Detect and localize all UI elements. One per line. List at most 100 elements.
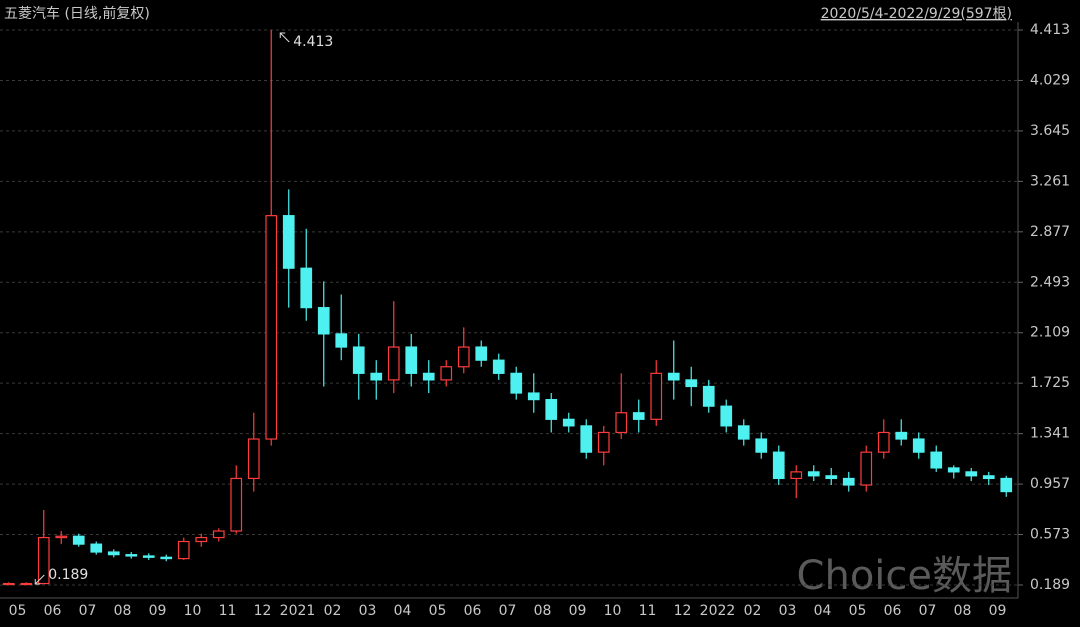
x-tick-label: 2021 — [280, 603, 316, 619]
candle-body — [212, 530, 225, 539]
candle-body — [562, 418, 575, 427]
y-tick-label: 3.261 — [1030, 173, 1070, 189]
x-tick-label: 08 — [114, 603, 132, 619]
candle-body — [912, 438, 925, 453]
candle-body — [1000, 477, 1013, 493]
candle-body — [667, 372, 680, 381]
x-tick-label: 03 — [779, 603, 797, 619]
x-tick-label: 04 — [394, 603, 412, 619]
x-tick-label: 02 — [744, 603, 762, 619]
min-arrow — [34, 574, 45, 585]
y-tick-label: 1.341 — [1030, 426, 1070, 442]
x-tick-label: 11 — [639, 603, 657, 619]
y-tick-label: 2.877 — [1030, 224, 1070, 240]
candle-body — [160, 556, 173, 560]
date-range: 2020/5/4-2022/9/29(597根) — [821, 6, 1012, 22]
max-arrow — [279, 32, 290, 43]
x-tick-label: 06 — [464, 603, 482, 619]
candle-body — [457, 346, 470, 368]
candle-body — [2, 582, 15, 586]
x-tick-label: 04 — [814, 603, 832, 619]
candle-body — [195, 536, 208, 543]
candle-body — [755, 438, 768, 453]
candle-body — [650, 372, 663, 420]
x-tick-label: 07 — [919, 603, 937, 619]
candle-body — [895, 431, 908, 440]
candle-body — [842, 477, 855, 486]
candle-body — [790, 471, 803, 480]
x-tick-label: 09 — [569, 603, 587, 619]
candle-body — [107, 551, 120, 556]
candle-body — [72, 535, 85, 545]
candle-body — [55, 535, 68, 539]
candle-body — [142, 555, 155, 558]
candle-body — [807, 471, 820, 477]
y-tick-label: 0.573 — [1030, 527, 1070, 543]
candle-body — [877, 431, 890, 453]
min-arrow-head — [34, 579, 41, 585]
candle-body — [352, 346, 365, 374]
candle-body — [860, 451, 873, 486]
candle-body — [772, 451, 785, 480]
y-tick-label: 1.725 — [1030, 375, 1070, 391]
x-tick-label: 02 — [324, 603, 342, 619]
x-tick-label: 07 — [79, 603, 97, 619]
candle-body — [947, 467, 960, 473]
candle-body — [737, 425, 750, 440]
y-tick-label: 0.189 — [1030, 577, 1070, 593]
candle-body — [982, 475, 995, 480]
x-tick-label: 11 — [219, 603, 237, 619]
candle-body — [825, 475, 838, 480]
y-tick-label: 2.493 — [1030, 274, 1070, 290]
candle-body — [282, 215, 295, 269]
candle-body — [632, 412, 645, 420]
candle-body — [527, 392, 540, 401]
candle-body — [720, 405, 733, 427]
candle-body — [685, 379, 698, 388]
candle-body — [545, 399, 558, 420]
candle-body — [475, 346, 488, 361]
candle-body — [597, 431, 610, 453]
x-tick-label: 12 — [674, 603, 692, 619]
candle-body — [230, 477, 243, 532]
x-tick-label: 10 — [184, 603, 202, 619]
x-tick-label: 09 — [989, 603, 1007, 619]
max-arrow-head — [279, 32, 286, 38]
candle-body — [317, 307, 330, 335]
candle-body — [20, 582, 33, 586]
candle-body — [370, 372, 383, 381]
y-tick-label: 4.029 — [1030, 72, 1070, 88]
candle-body — [492, 359, 505, 374]
candle-body — [300, 267, 313, 309]
x-tick-label: 07 — [499, 603, 517, 619]
watermark: Choice数据 — [797, 553, 1012, 599]
y-tick-label: 4.413 — [1030, 22, 1070, 38]
x-tick-label: 2022 — [700, 603, 736, 619]
candle-body — [510, 372, 523, 394]
x-tick-label: 08 — [954, 603, 972, 619]
x-tick-label: 12 — [254, 603, 272, 619]
x-tick-label: 10 — [604, 603, 622, 619]
x-tick-label: 05 — [849, 603, 867, 619]
min-label: 0.189 — [48, 567, 88, 583]
x-tick-label: 05 — [429, 603, 447, 619]
max-label: 4.413 — [293, 34, 333, 50]
x-tick-label: 08 — [534, 603, 552, 619]
x-tick-label: 09 — [149, 603, 167, 619]
y-tick-label: 3.645 — [1030, 123, 1070, 139]
candle-body — [930, 451, 943, 469]
candle-body — [965, 471, 978, 477]
x-tick-label: 06 — [44, 603, 62, 619]
candle-body — [405, 346, 418, 374]
x-tick-label: 05 — [9, 603, 27, 619]
candle-body — [702, 385, 715, 407]
y-tick-label: 0.957 — [1030, 476, 1070, 492]
candle-body — [422, 372, 435, 381]
y-tick-label: 2.109 — [1030, 325, 1070, 341]
candle-body — [387, 346, 400, 381]
chart-title: 五菱汽车 (日线,前复权) — [4, 5, 150, 22]
x-tick-label: 03 — [359, 603, 377, 619]
x-tick-label: 06 — [884, 603, 902, 619]
candle-body — [90, 543, 103, 553]
